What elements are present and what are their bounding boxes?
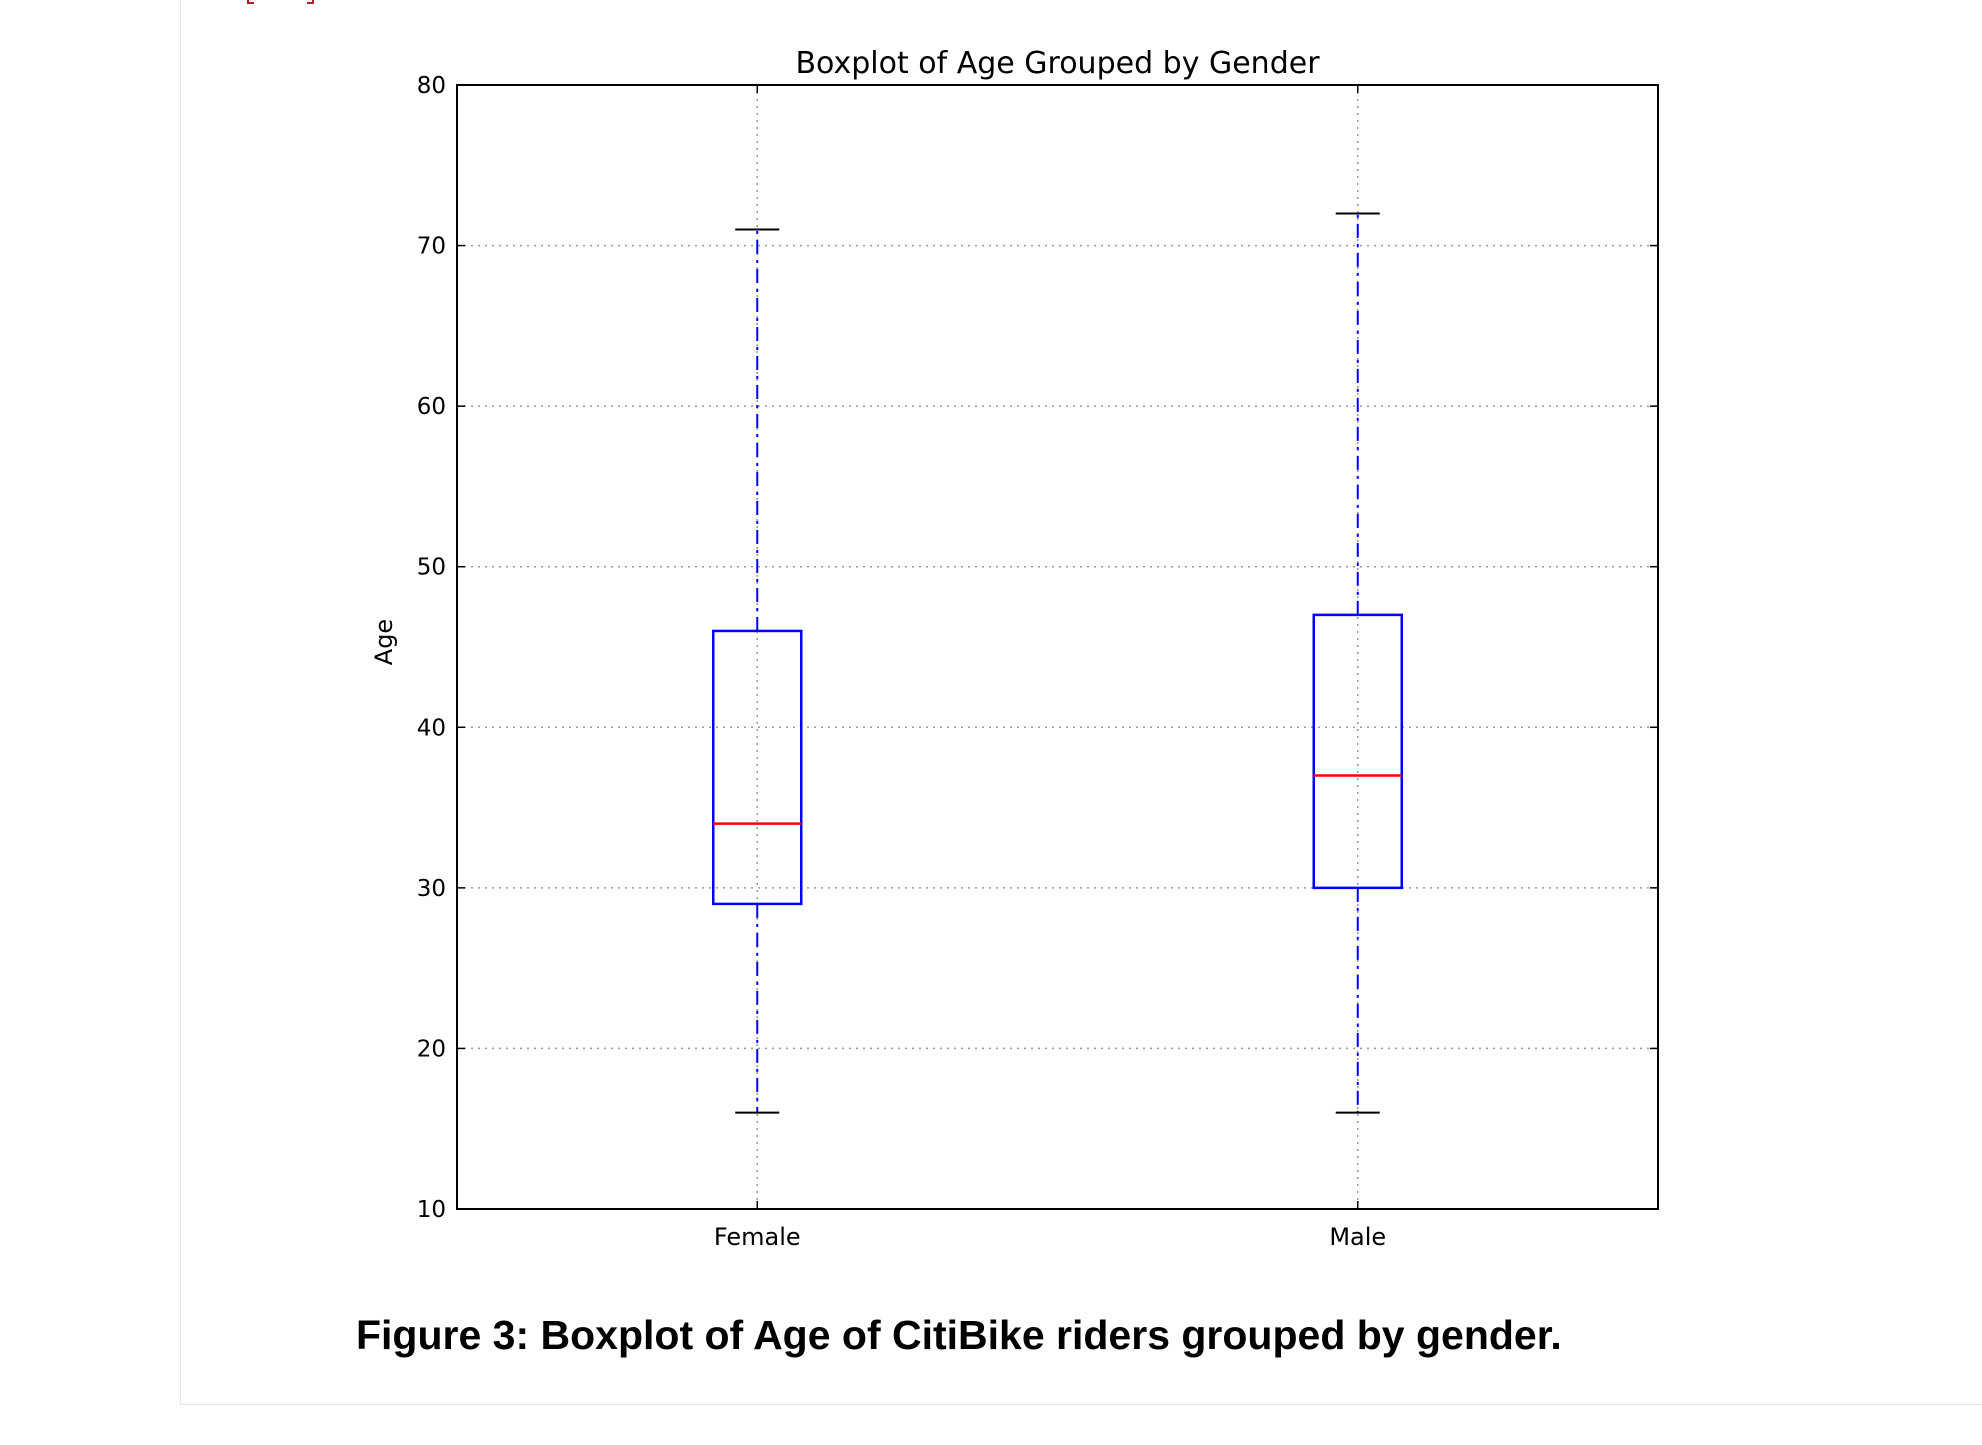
ticks-layer: 10 20 30 40 50 60 70 80 Female Male bbox=[417, 73, 1658, 1251]
y-tick-label-20: 20 bbox=[417, 1036, 446, 1062]
x-tick-label-male: Male bbox=[1329, 1223, 1386, 1251]
y-tick-label-50: 50 bbox=[417, 555, 446, 581]
box-female bbox=[712, 629, 803, 906]
y-tick-label-30: 30 bbox=[417, 876, 446, 902]
y-tick-label-60: 60 bbox=[417, 394, 446, 420]
y-tick-label-80: 80 bbox=[417, 73, 446, 99]
document-panel bbox=[180, 0, 1982, 1405]
figure-caption: Figure 3: Boxplot of Age of CitiBike rid… bbox=[356, 1312, 1562, 1358]
x-tick-label-female: Female bbox=[714, 1223, 801, 1251]
y-tick-label-70: 70 bbox=[417, 234, 446, 260]
chart-title: Boxplot of Age Grouped by Gender bbox=[795, 46, 1320, 81]
box-layer bbox=[712, 212, 1403, 1114]
y-axis-label: Age bbox=[370, 619, 398, 665]
y-tick-label-10: 10 bbox=[417, 1197, 446, 1223]
y-tick-label-40: 40 bbox=[417, 715, 446, 741]
box-male bbox=[1312, 613, 1403, 890]
plot-frame bbox=[456, 84, 1659, 1210]
grid-layer bbox=[457, 85, 1658, 1209]
